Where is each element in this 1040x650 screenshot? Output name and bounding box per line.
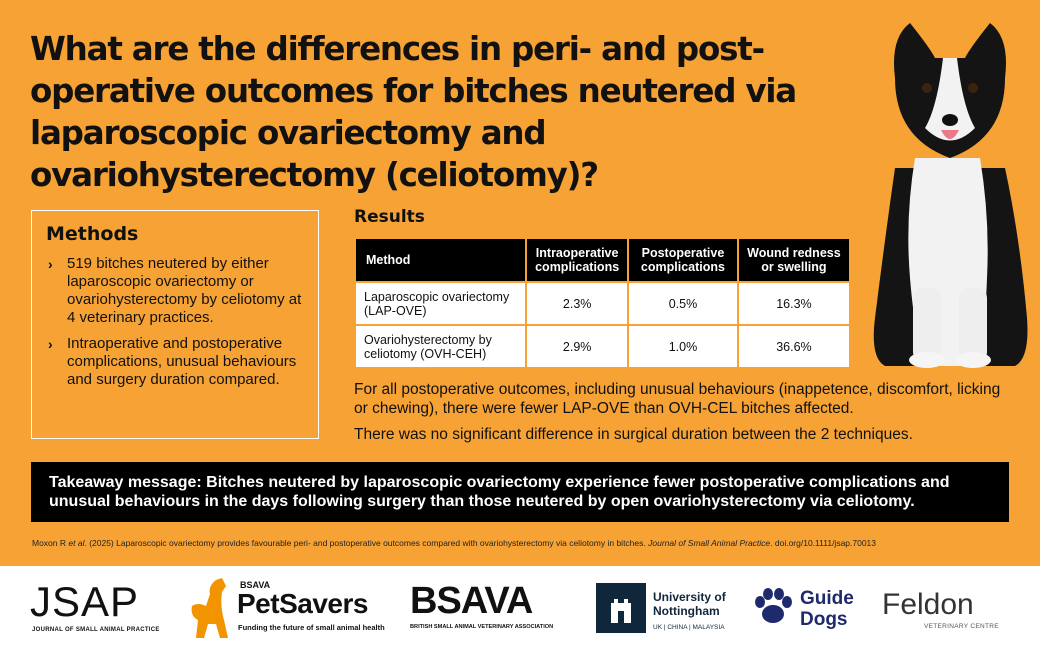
table-cell: 1.0%	[627, 324, 739, 369]
chevron-right-icon: ›	[48, 336, 53, 352]
table-cell: Ovariohysterectomy by celiotomy (OVH-CEH…	[353, 324, 528, 369]
guide-dogs-logo: Guide Dogs	[750, 566, 870, 650]
column-header: Postoperative complications	[627, 237, 739, 283]
petsavers-logo: BSAVA PetSavers Funding the future of sm…	[182, 566, 392, 650]
list-item: › Intraoperative and postoperative compl…	[48, 335, 297, 388]
table-cell: 0.5%	[627, 281, 739, 326]
feldon-logo: Feldon VETERINARY CENTRE	[882, 588, 999, 630]
dog-silhouette-icon	[191, 578, 228, 638]
results-text: For all postoperative outcomes, includin…	[354, 380, 1014, 451]
column-header: Wound redness or swelling	[736, 237, 852, 283]
castle-crest-icon	[596, 583, 646, 633]
methods-list: › 519 bitches neutered by either laparos…	[46, 255, 306, 389]
page-title: What are the differences in peri- and po…	[30, 30, 797, 194]
table-cell: 2.3%	[525, 281, 630, 326]
methods-heading: Methods	[46, 223, 139, 245]
jsap-logo: JSAP JOURNAL OF SMALL ANIMAL PRACTICE	[30, 578, 160, 633]
table-row: Ovariohysterectomy by celiotomy (OVH-CEH…	[353, 324, 852, 369]
table-header-row: Method Intraoperative complications Post…	[353, 237, 852, 283]
table-cell: Laparoscopic ovariectomy (LAP-OVE)	[353, 281, 528, 326]
paw-icon	[755, 588, 792, 623]
citation: Moxon R et al. (2025) Laparoscopic ovari…	[32, 538, 877, 548]
column-header: Intraoperative complications	[525, 237, 630, 283]
dog-image	[873, 23, 1028, 368]
logo-footer: JSAP JOURNAL OF SMALL ANIMAL PRACTICE BS…	[0, 566, 1040, 650]
results-table: Method Intraoperative complications Post…	[353, 237, 852, 369]
results-heading: Results	[354, 207, 425, 227]
table-cell: 36.6%	[736, 324, 852, 369]
table-cell: 2.9%	[525, 324, 630, 369]
results-paragraph: For all postoperative outcomes, includin…	[354, 381, 1001, 417]
takeaway-banner: Takeaway message: Bitches neutered by la…	[31, 462, 1009, 522]
methods-box: Methods › 519 bitches neutered by either…	[31, 210, 319, 439]
bsava-logo: BSAVA BRITISH SMALL ANIMAL VETERINARY AS…	[410, 580, 554, 630]
list-item: › 519 bitches neutered by either laparos…	[48, 255, 302, 326]
table-row: Laparoscopic ovariectomy (LAP-OVE) 2.3% …	[353, 281, 852, 326]
nottingham-logo: University of Nottingham UK | CHINA | MAL…	[596, 566, 746, 650]
results-paragraph: There was no significant difference in s…	[354, 426, 913, 443]
chevron-right-icon: ›	[48, 256, 53, 272]
table-cell: 16.3%	[736, 281, 852, 326]
column-header: Method	[353, 237, 528, 283]
